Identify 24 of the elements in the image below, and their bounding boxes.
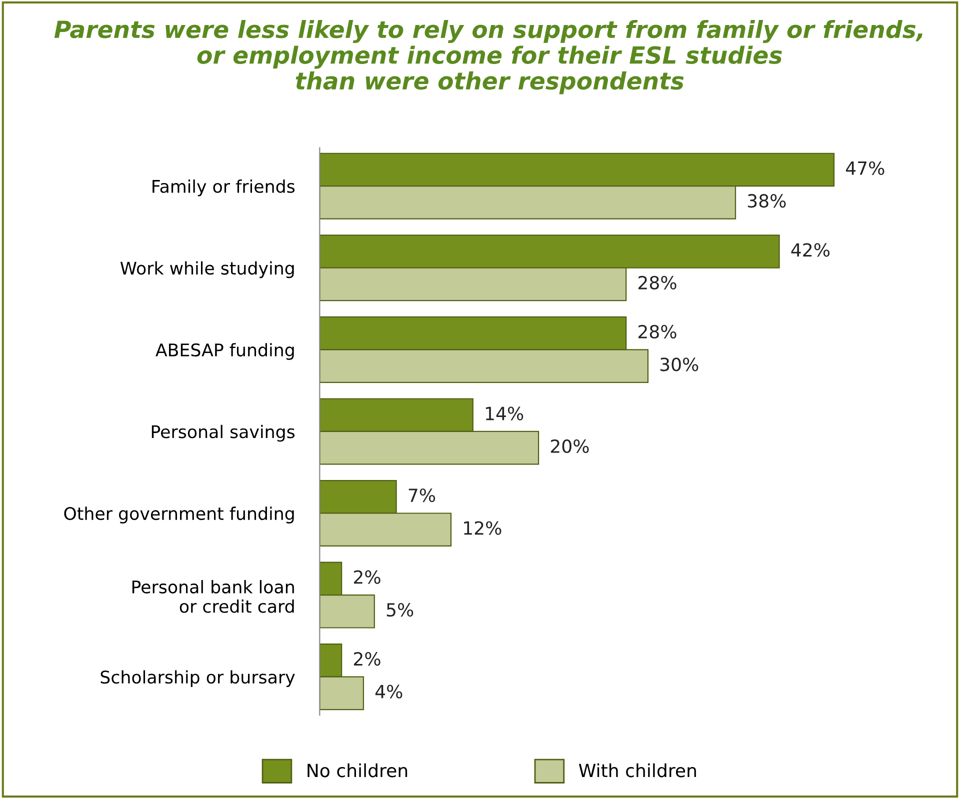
data-label: 42%: [791, 243, 830, 257]
y-tick-label: Work while studying: [120, 261, 294, 278]
chart-title: Parents were less likely to rely on support from family or friends, or employment income for their ESL studies than were other respondents: [54, 20, 922, 94]
legend-label: No children: [308, 763, 408, 778]
data-label: 2%: [354, 570, 380, 584]
y-tick-label: Scholarship or bursary: [100, 670, 295, 688]
y-tick-label: Personal savings: [152, 424, 295, 442]
y-tick-label: Personal bank loan or credit card: [132, 580, 294, 613]
data-label: 4%: [375, 684, 402, 698]
data-label: 5%: [386, 602, 414, 617]
data-label: 28%: [638, 324, 676, 339]
data-label: 7%: [408, 488, 436, 502]
data-label: 38%: [748, 194, 786, 208]
data-label: 12%: [464, 521, 502, 535]
y-tick-label: ABESAP funding: [156, 343, 294, 360]
y-tick-label: Other government funding: [64, 506, 294, 524]
data-label: 47%: [846, 161, 884, 175]
y-tick-label: Family or friends: [152, 179, 295, 196]
data-label: 28%: [638, 276, 676, 290]
data-label: 2%: [354, 652, 380, 666]
data-label: 30%: [660, 358, 698, 372]
legend-label: With children: [578, 763, 696, 778]
data-label: 14%: [486, 406, 524, 420]
data-label: 20%: [550, 439, 589, 454]
